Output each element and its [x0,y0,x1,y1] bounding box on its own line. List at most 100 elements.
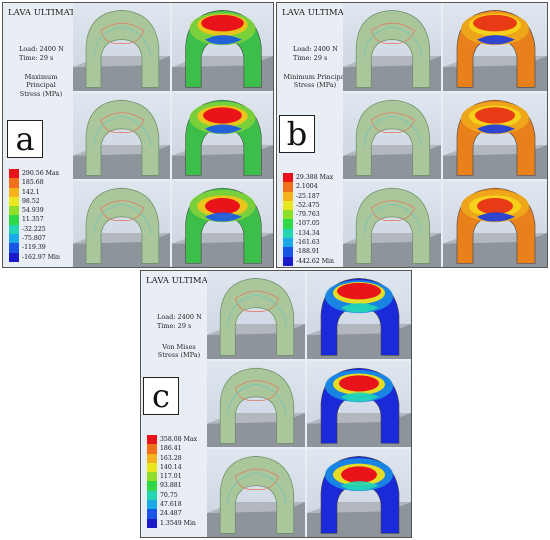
legend-swatch [147,462,157,473]
legend-label: -75.807 [22,235,46,243]
legend-label: 70.75 [160,491,178,499]
contour-line [93,203,152,235]
legend-row: 29.388 Max [283,173,334,183]
tooth-model-svg [443,187,547,267]
legend-swatch [147,453,157,463]
legend-swatch [283,200,293,211]
legend-row: 1.3549 Min [147,518,197,528]
legend-swatch [283,219,293,229]
legend-swatch [283,210,293,220]
legend-row: -32.225 [9,224,60,235]
legend-label: 24.487 [160,510,182,518]
panel-b-letter: b [279,115,315,153]
tooth-model-svg [307,278,411,359]
panel-c-stress-line2: Stress (MPa) [157,351,201,360]
tooth-model-svg [73,9,170,91]
contour-line [370,112,416,134]
contour-line [93,26,152,59]
crown-body [355,9,431,88]
contour-line [363,203,423,235]
panel-c-time: Time: 29 s [157,322,192,330]
legend-label: 29.388 Max [296,174,334,181]
tooth-model-svg [343,99,441,179]
legend-row: 54.939 [9,206,60,216]
legend-row: -107.05 [283,219,334,229]
tooth-model-svg [172,10,273,91]
stress-zone-cold [477,35,515,45]
legend-row: 140.14 [147,462,197,473]
panel-a-model-3-plain [73,181,170,267]
panel-b-model-3-plain [343,181,441,267]
legend-row: 185.68 [9,178,60,188]
legend-label: 142.1 [22,188,40,196]
legend-row: -442.62 Min [283,256,334,266]
legend-swatch [9,215,19,225]
legend-swatch [283,238,293,248]
legend-swatch [147,435,157,445]
stress-zone-hot [205,198,240,215]
legend-row: 47.618 [147,500,197,510]
legend-label: 47.618 [160,501,182,509]
legend-label: 93.881 [160,482,182,490]
legend-label: 185.68 [22,179,44,187]
legend-swatch [9,187,19,197]
panel-c-model-2-plain [207,361,305,447]
legend-label: 2.1004 [296,183,318,191]
legend-row: 186.41 [147,444,197,454]
legend-row: 358.08 Max [147,435,197,445]
legend-row: 70.75 [147,490,197,501]
legend-row: 11.357 [9,215,60,225]
legend-row: 117.01 [147,472,197,482]
legend-label: -32.225 [22,225,46,233]
stress-zone-cold [205,35,242,45]
contour-line [234,468,280,490]
legend-swatch [147,472,157,482]
stress-zone-hot [475,107,515,124]
crown-body [85,9,160,88]
tooth-model-svg [343,9,441,91]
panel-b-stress-line2: Stress (MPa) [293,81,337,90]
legend-swatch [9,224,19,235]
legend-swatch [9,243,19,253]
legend-swatch [147,509,157,519]
legend-row: 163.28 [147,453,197,463]
tooth-model-svg [207,455,305,537]
panel-a-stress-line2: Stress (MPa) [19,89,63,98]
panel-b-model-1-plain [343,3,441,91]
panel-a-title: LAVA ULTIMATE [8,8,82,18]
panel-a-time: Time: 29 s [19,54,54,62]
panel-a-letter: a [7,120,43,158]
panel-c: LAVA ULTIMATE Load: 2400 N Time: 29 s Vo… [140,270,412,538]
panel-a-model-3-contour [172,181,273,267]
panel-c-model-1-contour [307,271,411,359]
legend-label: -188.91 [296,248,320,256]
contour-line [227,472,287,505]
legend-row: -162.97 Min [9,252,60,262]
legend-row: 142.1 [9,187,60,197]
tooth-model-svg [307,367,411,447]
stress-zone-hot [341,466,377,483]
panel-c-legend: 358.08 Max 186.41 163.28 140.14 117.01 93.881… [147,435,197,528]
panel-c-model-1-plain [207,271,305,359]
legend-label: 98.52 [22,197,40,205]
panel-b: LAVA ULTIMATE Load: 2400 N Time: 29 s Mi… [276,2,548,268]
legend-row: 2.1004 [283,182,334,192]
panel-b-stress-label: Minimum Principal Stress (MPa) [283,73,347,90]
legend-label: -25.187 [296,192,320,200]
panel-b-time: Time: 29 s [293,54,328,62]
panel-a-model-2-contour [172,93,273,179]
stress-zone-hot [477,198,513,215]
contour-line [93,115,152,147]
contour-line [370,22,416,44]
tooth-model-svg [207,367,305,447]
tooth-model-svg [172,99,273,179]
panel-c-stress-line1: Von Mises [162,343,196,351]
legend-row: -79.763 [283,210,334,220]
legend-swatch [147,444,157,454]
legend-swatch [9,178,19,188]
legend-swatch [283,182,293,192]
legend-row: 290.56 Max [9,169,60,179]
panel-c-load: Load: 2400 N [157,313,202,321]
legend-swatch [9,206,19,216]
stress-zone-hot [201,14,244,32]
